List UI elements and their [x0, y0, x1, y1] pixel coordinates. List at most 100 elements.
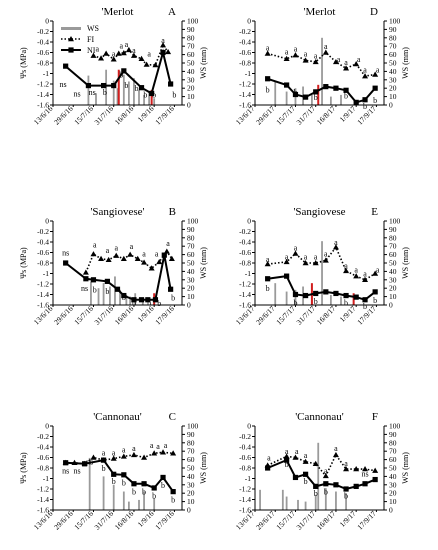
- red-marker: [150, 89, 153, 105]
- fi-point: [90, 454, 97, 460]
- y-tick-label: -0.4: [239, 238, 251, 247]
- x-tick-label: 29/6/16: [52, 304, 75, 327]
- panel-letter: E: [371, 206, 378, 218]
- significance-label: b: [122, 293, 126, 302]
- y2-tick-label: 80: [389, 33, 397, 42]
- y-tick-label: -1.4: [37, 90, 49, 99]
- y2-tick-label: 60: [187, 50, 195, 59]
- y2-tick-label: 60: [389, 250, 397, 259]
- y2-tick-label: 0: [187, 301, 191, 310]
- ni-point: [343, 486, 349, 492]
- ni-point: [333, 482, 339, 488]
- ws-bar: [321, 241, 323, 305]
- significance-label: b: [266, 85, 270, 94]
- y-tick-label: -0.4: [37, 38, 49, 47]
- y-tick-label: -1: [245, 474, 251, 483]
- ni-point: [82, 461, 88, 467]
- significance-label: a: [334, 444, 338, 453]
- legend-ni-marker: [68, 47, 74, 53]
- fi-point: [362, 73, 369, 79]
- y2-tick-label: 40: [187, 472, 195, 481]
- ni-point: [63, 460, 69, 466]
- panel-letter: B: [169, 206, 176, 218]
- y-tick-label: -1: [43, 269, 49, 278]
- ws-bar: [285, 496, 288, 510]
- significance-label: a: [155, 250, 159, 259]
- panel-f: 'Cannonau' F0-0.2-0.4-0.6-0.8-1-1.2-1.4-1…: [234, 411, 410, 532]
- fi-point: [353, 61, 360, 67]
- ws-bar: [143, 94, 145, 105]
- x-tick-label: 31/7/17: [295, 509, 318, 532]
- ws-bar: [281, 489, 284, 510]
- y2-tick-label: 100: [187, 217, 199, 226]
- y2-tick-label: 70: [187, 447, 195, 456]
- ni-point: [138, 85, 145, 91]
- ni-point: [151, 485, 157, 491]
- ni-point: [313, 483, 319, 489]
- y-tick-label: -1.4: [37, 495, 49, 504]
- significance-label: a: [125, 40, 129, 49]
- significance-label: a: [337, 55, 341, 64]
- y-tick-label: -0.4: [239, 443, 251, 452]
- y2-tick-label: 30: [389, 75, 397, 84]
- ni-point: [302, 292, 309, 299]
- fi-point: [362, 466, 369, 472]
- panel-title: 'Cannonau': [93, 411, 142, 423]
- significance-label: b: [134, 84, 138, 93]
- ws-bar: [297, 499, 299, 510]
- y-tick-label: -0.8: [37, 59, 49, 68]
- y2-tick-label: 70: [389, 42, 397, 51]
- y-tick-label: -0.6: [239, 248, 251, 257]
- significance-label: b: [122, 479, 126, 488]
- y2-tick-label: 80: [389, 233, 397, 242]
- legend-fi-label: FI: [87, 35, 94, 44]
- y2-tick-label: 90: [187, 225, 195, 234]
- ws-bar: [125, 294, 128, 305]
- significance-label: b: [363, 302, 367, 311]
- fi-point: [98, 255, 105, 261]
- significance-label: a: [114, 243, 118, 252]
- significance-label: a: [285, 47, 289, 56]
- fi-point: [160, 449, 167, 455]
- ws-bar: [129, 296, 132, 305]
- y2-tick-label: 100: [187, 422, 199, 431]
- y-tick-label: -0.6: [239, 453, 251, 462]
- significance-label: ns: [60, 80, 67, 89]
- fi-point: [264, 261, 271, 267]
- ws-bar: [329, 294, 332, 305]
- significance-label: a: [357, 55, 361, 64]
- fi-point: [113, 252, 120, 258]
- fi-point: [105, 256, 112, 263]
- y2-tick-label: 0: [187, 101, 191, 110]
- fi-point: [312, 460, 319, 466]
- y2-tick-label: 90: [389, 25, 397, 34]
- fi-point: [120, 255, 127, 261]
- y2-tick-label: 80: [187, 33, 195, 42]
- fi-point: [90, 52, 97, 58]
- significance-label: a: [344, 262, 348, 271]
- panel-title: 'Cannonau': [295, 411, 344, 423]
- fi-point: [130, 451, 137, 458]
- panel-d: 'Merlot D0-0.2-0.4-0.6-0.8-1-1.2-1.4-1.6 0…: [234, 6, 410, 127]
- y-tick-label: -1.6: [37, 301, 49, 310]
- y-tick-label: 0: [45, 17, 49, 26]
- ws-bar: [311, 94, 313, 105]
- y-tick-label: -0.2: [239, 27, 251, 36]
- ws-bar: [340, 94, 342, 105]
- fi-point: [82, 269, 89, 275]
- panel-title: 'Sangiovese': [90, 206, 144, 218]
- ws-bar: [87, 75, 90, 105]
- legend-ws-label: WS: [87, 24, 99, 33]
- ws-bar: [122, 74, 125, 105]
- y2-tick-label: 10: [187, 92, 195, 101]
- x-tick-label: 31/7/17: [295, 304, 318, 327]
- fi-point: [156, 258, 163, 265]
- ws-bar: [122, 491, 125, 510]
- fi-point: [372, 467, 379, 473]
- ni-point: [372, 85, 378, 91]
- y2-tick-label: 40: [389, 267, 397, 276]
- fi-point: [343, 466, 350, 472]
- ni-point: [313, 89, 319, 95]
- y2-tick-label: 50: [389, 259, 397, 268]
